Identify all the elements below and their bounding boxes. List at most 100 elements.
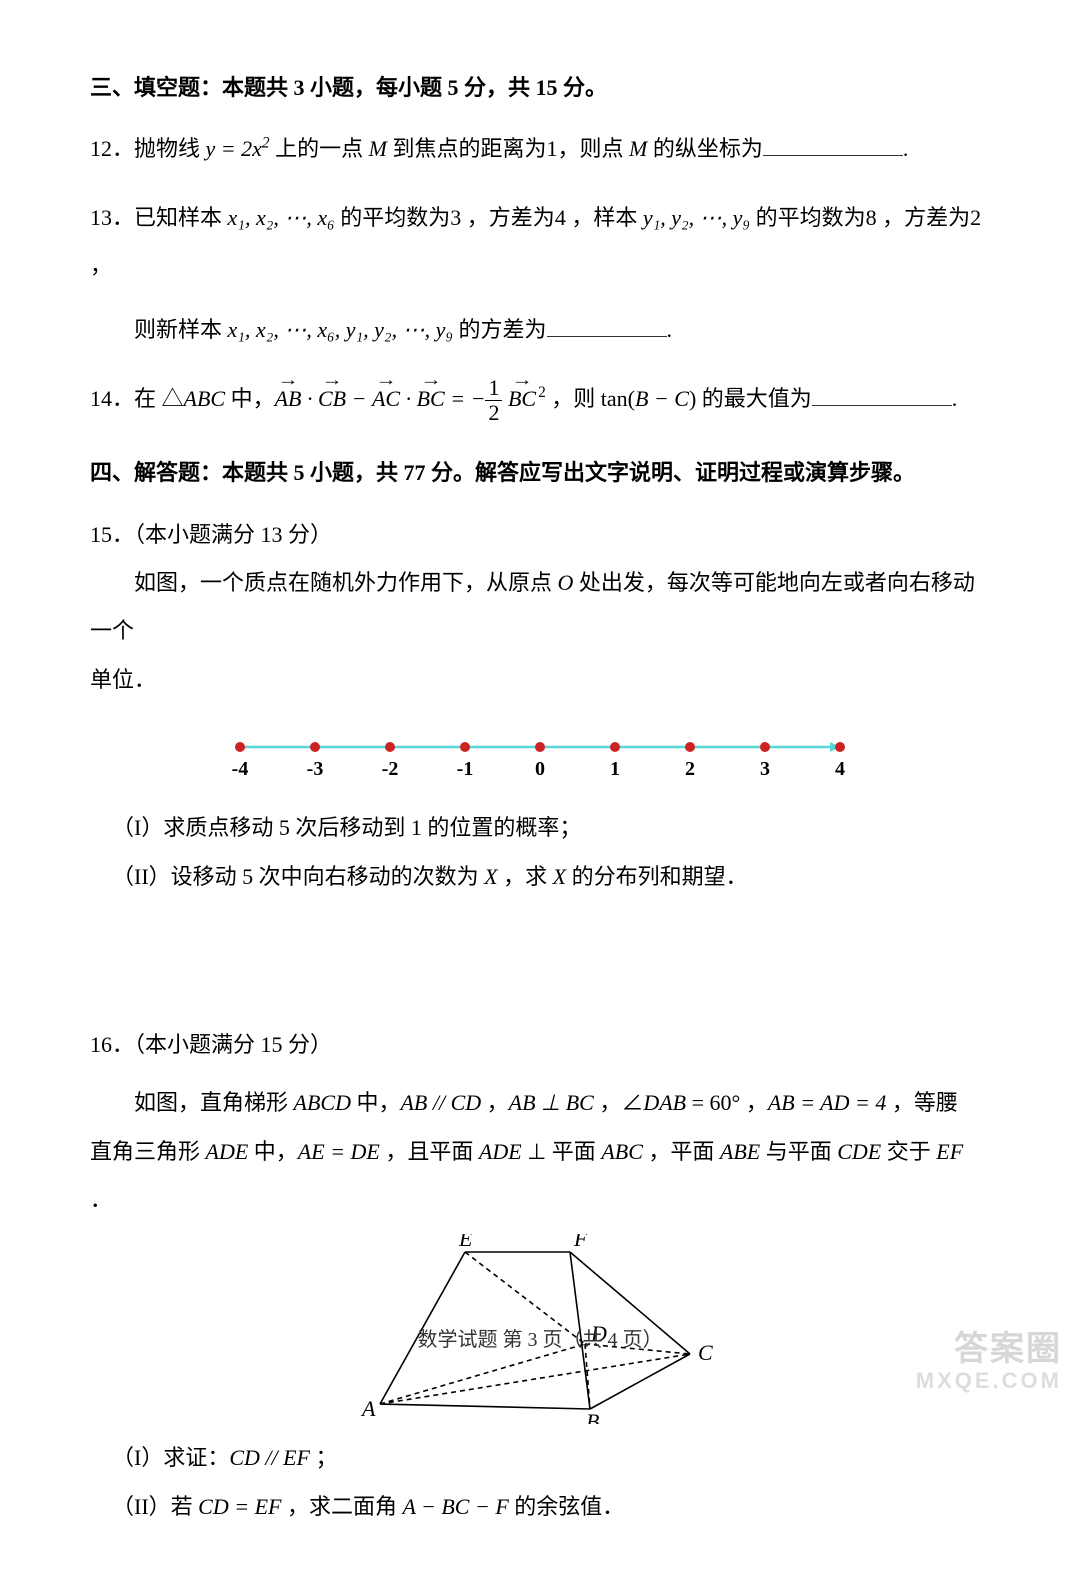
svg-text:F: F	[573, 1234, 588, 1251]
q13-num: 13．	[90, 205, 134, 230]
q14-eq: = −	[445, 386, 486, 411]
q14-den-frac: 2	[485, 401, 502, 425]
q13-l1f: ，方差为	[877, 205, 971, 230]
q12-mid3: ，则点	[557, 136, 629, 161]
q16-EF: EF	[936, 1139, 963, 1164]
q15-body1: 如图，一个质点在随机外力作用下，从原点	[134, 570, 558, 595]
q12-M: M	[369, 136, 387, 161]
section4-header: 四、解答题：本题共 5 小题，共 77 分。解答应写出文字说明、证明过程或演算步…	[90, 455, 990, 490]
q16-ABperpBC: AB ⊥ BC	[509, 1090, 594, 1115]
q13-v4: 4	[555, 205, 566, 230]
svg-text:A: A	[360, 1396, 376, 1421]
q14: 14．在 △ABC 中，AB · CB − AC · BC = −12 BC2 …	[90, 375, 990, 426]
watermark-l2: MXQE.COM	[916, 1369, 1062, 1393]
q13: 13．已知样本 x₁, x₂, ⋯, x₆ 的平均数为3 ，方差为4 ，样本 y…	[90, 194, 990, 355]
q12-mid4: 的纵坐标为	[647, 136, 763, 161]
vec-AB: AB	[275, 375, 302, 423]
q16-l2h: ．	[90, 1187, 112, 1212]
q14-blank	[812, 384, 952, 406]
q12-num: 12．	[90, 136, 134, 161]
q16-l2f: 与平面	[760, 1139, 837, 1164]
q13-xs: x₁, x₂, ⋯, x₆	[228, 205, 335, 230]
q16-ABCF: A − BC − F	[402, 1494, 508, 1519]
q12-pre: 抛物线	[134, 136, 206, 161]
q16-CDeqEF: CD = EF	[198, 1494, 281, 1519]
q16-ABparCD: AB // CD	[400, 1090, 481, 1115]
q16-ABCD: ABCD	[294, 1090, 351, 1115]
q13-v3: 3	[450, 205, 461, 230]
q12-eq: y = 2x	[206, 136, 262, 161]
q14-dot2: ·	[400, 386, 417, 411]
q15-pts: （本小题满分 13 分）	[134, 522, 332, 547]
q13-v8: 8	[866, 205, 877, 230]
q16-p2b: ，求二面角	[281, 1494, 402, 1519]
q12-mid1: 上的一点	[270, 136, 369, 161]
q15-O: O	[558, 570, 574, 595]
q16-b5: ，	[740, 1090, 768, 1115]
q13-l2a: 则新样本	[134, 317, 228, 342]
svg-text:4: 4	[835, 758, 845, 780]
q16-b3: ，	[481, 1090, 509, 1115]
q13-all: x₁, x₂, ⋯, x₆, y₁, y₂, ⋯, y₉	[228, 317, 453, 342]
q16-ABCpl: ABC	[601, 1139, 643, 1164]
q16-ADE2: ADE	[479, 1139, 522, 1164]
q13-l1b: 的平均数为	[335, 205, 451, 230]
q16-p2c: 的余弦值．	[509, 1494, 625, 1519]
vec-BC2: BC	[508, 375, 536, 423]
q16-b2: 中，	[351, 1090, 401, 1115]
watermark: 答案圈 MXQE.COM	[916, 1331, 1062, 1393]
q16-l2c: ，且平面	[380, 1139, 479, 1164]
q15-p2c: 的分布列和期望．	[566, 864, 748, 889]
q16-b4: ，∠	[594, 1090, 644, 1115]
svg-text:-3: -3	[307, 758, 324, 780]
svg-text:1: 1	[610, 758, 620, 780]
q15-p1: （I）求质点移动 5 次后移动到 1 的位置的概率；	[112, 804, 990, 852]
q13-l1c: ，方差为	[461, 205, 555, 230]
svg-text:E: E	[458, 1234, 473, 1251]
q16: 16．（本小题满分 15 分） 如图，直角梯形 ABCD 中，AB // CD …	[90, 1021, 990, 1531]
svg-text:B: B	[586, 1409, 599, 1424]
q12-blank	[763, 134, 903, 156]
q16-p1b: ；	[310, 1445, 338, 1470]
svg-text:3: 3	[760, 758, 770, 780]
q14-ABC: ABC	[184, 386, 226, 411]
q15-body3: 单位．	[90, 667, 156, 692]
q16-ABeqAD: AB = AD = 4	[768, 1090, 887, 1115]
q14-comma: ，则	[546, 386, 601, 411]
svg-text:-2: -2	[382, 758, 399, 780]
q16-ABE: ABE	[720, 1139, 760, 1164]
svg-text:-1: -1	[457, 758, 474, 780]
q16-l2d: ⊥ 平面	[522, 1139, 602, 1164]
watermark-l1: 答案圈	[916, 1331, 1062, 1368]
q16-p2a: （II）若	[112, 1494, 198, 1519]
q16-CDparEF: CD // EF	[229, 1445, 310, 1470]
q16-eq60: = 60°	[686, 1090, 740, 1115]
q14-pre: 在 △	[134, 386, 184, 411]
q16-CDE: CDE	[837, 1139, 881, 1164]
vec-BC: BC	[417, 375, 445, 423]
section3-header: 三、填空题：本题共 3 小题，每小题 5 分，共 15 分。	[90, 70, 990, 105]
q14-mid1: 中，	[225, 386, 275, 411]
q13-period: .	[667, 317, 673, 342]
q13-blank	[547, 315, 667, 337]
q14-BmC: B − C	[635, 386, 689, 411]
q15-X: X	[484, 864, 497, 889]
svg-text:-4: -4	[232, 758, 249, 780]
vec-AC: AC	[372, 375, 400, 423]
q14-num-frac: 1	[485, 376, 502, 401]
number-line: -4 -3 -2 -1 0 1 2 3 4	[90, 729, 990, 789]
q15-num: 15．	[90, 522, 134, 547]
q16-pts: （本小题满分 15 分）	[134, 1032, 332, 1057]
q12-M2: M	[629, 136, 647, 161]
q15-X2: X	[553, 864, 566, 889]
svg-text:2: 2	[685, 758, 695, 780]
q14-minus: −	[346, 386, 372, 411]
q15: 15．（本小题满分 13 分） 如图，一个质点在随机外力作用下，从原点 O 处出…	[90, 511, 990, 901]
q12-sup: 2	[262, 135, 270, 152]
q14-tan: tan(	[601, 386, 635, 411]
q16-l2g: 交于	[881, 1139, 936, 1164]
svg-text:0: 0	[535, 758, 545, 780]
q13-l2b: 的方差为	[453, 317, 547, 342]
q13-l1g: ，	[90, 253, 112, 278]
q13-ys: y₁, y₂, ⋯, y₉	[643, 205, 750, 230]
